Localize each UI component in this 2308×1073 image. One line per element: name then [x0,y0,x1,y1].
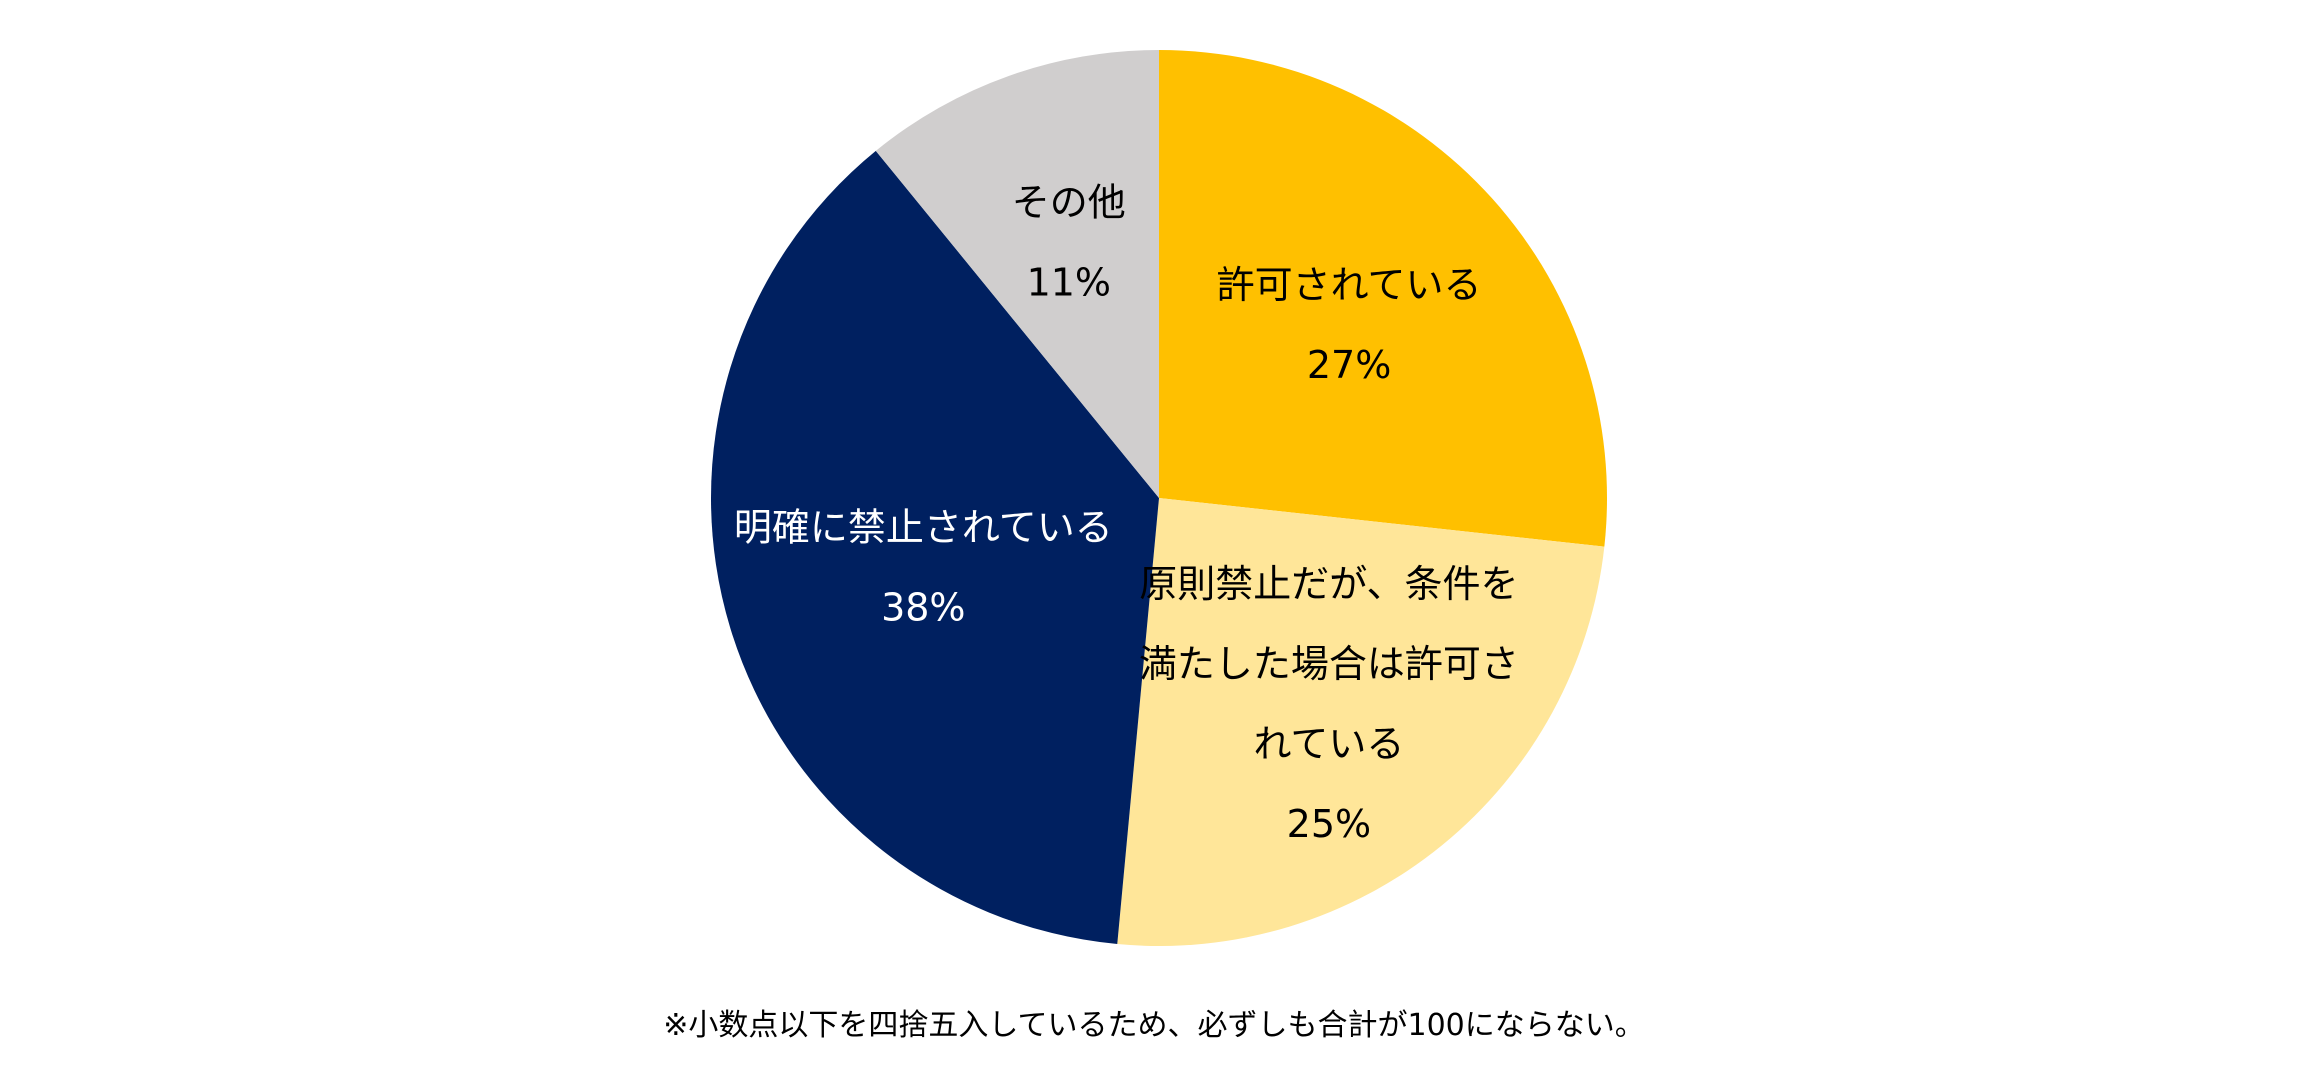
slice-label-group-4: その他 11% [1012,180,1126,304]
slice-value-label: 27% [1307,343,1391,387]
slice-category-label: その他 [1012,180,1126,224]
slice-label-group-3: 明確に禁止されている 38% [734,505,1113,629]
slice-value-label: 38% [881,585,965,629]
pie-slice-4 [875,49,1159,498]
slice-category-label: れている [1253,722,1404,766]
slice-category-label: 原則禁止だが、条件を [1139,562,1518,606]
pie-slice-3 [710,150,1159,945]
footnote: ※小数点以下を四捨五入しているため、必ずしも合計が100にならない。 [663,1008,1645,1043]
slice-value-label: 11% [1027,260,1111,304]
pie-slice-1 [1159,50,1608,547]
slice-category-label: 許可されている [1217,263,1482,307]
pie-slices [710,49,1608,946]
slice-category-label: 明確に禁止されている [734,505,1113,549]
slice-value-label: 25% [1287,802,1371,846]
slice-category-label: 満たした場合は許可さ [1139,642,1519,686]
slice-label-group-1: 許可されている 27% [1217,263,1482,387]
pie-slice-2 [1117,498,1605,946]
